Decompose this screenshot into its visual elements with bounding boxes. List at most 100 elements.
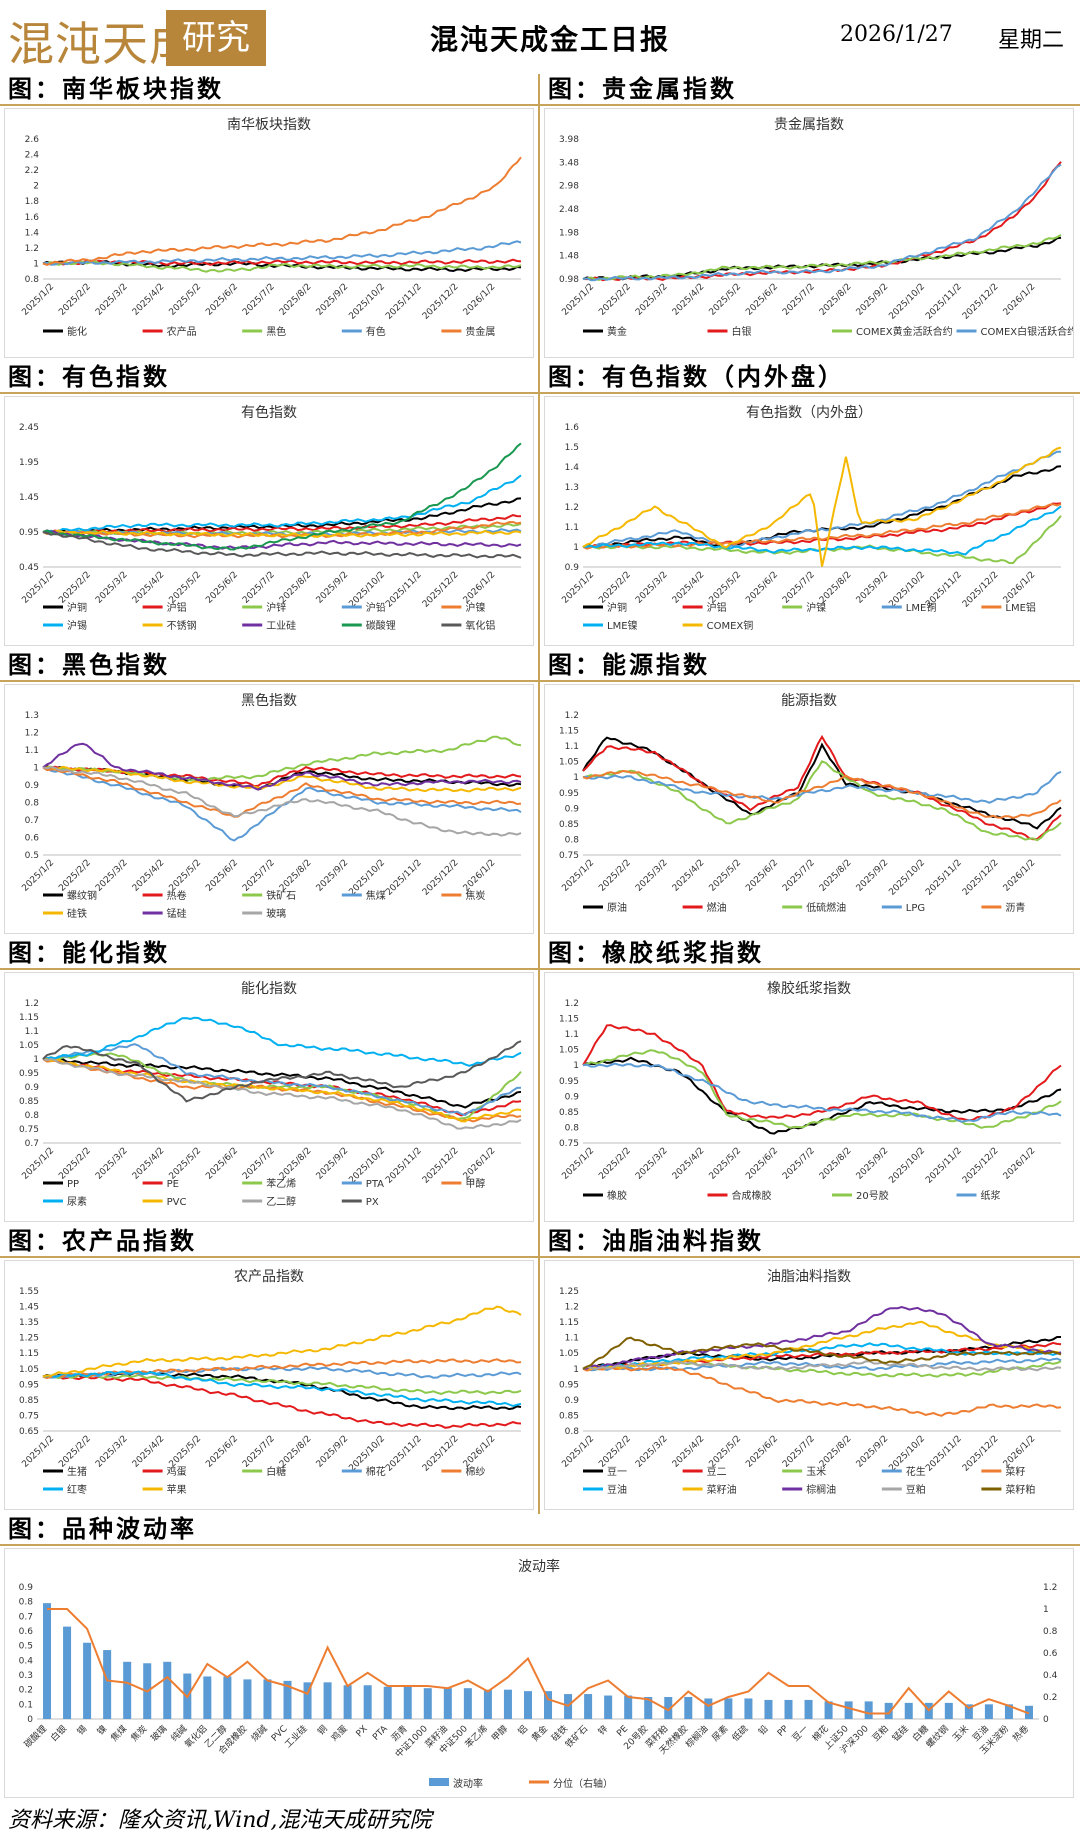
x-tick-label: 2025/5/2 xyxy=(708,570,744,606)
chart-panel-nonferrous-io: 有色指数（内外盘） 0.9 1 1.1 1.2 1.3 1.4 1.5 1.6 2025/1/2 2… xyxy=(544,396,1074,646)
category-label: 豆粕 xyxy=(870,1723,891,1744)
series-line xyxy=(582,505,1062,556)
chart-title: 油脂油料指数 xyxy=(767,1269,851,1285)
y-tick-label: 1.3 xyxy=(565,483,579,493)
section-title-chem: 图：能化指数 xyxy=(0,938,538,970)
y-tick-label: 0.4 xyxy=(19,1656,34,1666)
legend-label: 棕榈油 xyxy=(806,1483,836,1496)
section-title-ferrous: 图：黑色指数 xyxy=(0,650,538,682)
chart-panel-nonferrous: 有色指数 0.45 0.95 1.45 1.95 2.45 2025/1/2 2025/2/2… xyxy=(4,396,534,646)
legend-label: 玉米 xyxy=(806,1465,826,1478)
x-tick-label: 2025/6/2 xyxy=(744,1146,780,1182)
volatility-bar xyxy=(243,1679,252,1719)
section-title-rubber: 图：橡胶纸浆指数 xyxy=(540,938,1080,970)
volatility-bar xyxy=(123,1661,132,1719)
legend-label: 工业硅 xyxy=(266,619,296,632)
series-line xyxy=(42,765,522,788)
series-line xyxy=(582,446,1062,567)
y-tick-label: 0.7 xyxy=(19,1612,33,1622)
x-tick-label: 2026/1/2 xyxy=(462,1146,498,1182)
x-tick-label: 2025/5/2 xyxy=(168,570,204,606)
x-tick-label: 2025/9/2 xyxy=(315,1434,351,1470)
legend-label: 不锈钢 xyxy=(167,619,197,632)
x-tick-label: 2025/11/2 xyxy=(924,1434,964,1474)
x-tick-label: 2025/2/2 xyxy=(57,282,93,318)
legend-label: 沪锡 xyxy=(67,619,87,632)
y-tick-label: 0.5 xyxy=(19,1642,33,1652)
volatility-bar xyxy=(984,1704,993,1719)
series-line xyxy=(582,1056,1062,1135)
y-tick-label: 1.15 xyxy=(19,1349,39,1359)
y-tick-label: 0.9 xyxy=(565,563,580,573)
chart-title: 农产品指数 xyxy=(234,1269,304,1285)
x-tick-label: 2025/4/2 xyxy=(671,282,707,318)
legend-label: 菜籽粕 xyxy=(1005,1483,1035,1496)
volatility-bar xyxy=(864,1701,873,1719)
x-tick-label: 2025/12/2 xyxy=(421,1146,461,1186)
y-tick-label: 0.9 xyxy=(565,1396,580,1406)
volatility-bar xyxy=(323,1682,332,1719)
legend-label: 沪铅 xyxy=(366,601,386,614)
y-tick-label: 0.3 xyxy=(19,1671,33,1681)
volatility-bar xyxy=(343,1685,352,1719)
category-label: PTA xyxy=(371,1723,390,1742)
chart-title: 有色指数（内外盘） xyxy=(746,404,872,421)
chart-title: 波动率 xyxy=(518,1558,560,1575)
chart-title: 贵金属指数 xyxy=(774,117,844,133)
series-line xyxy=(582,236,1062,281)
x-tick-label: 2026/1/2 xyxy=(1002,1146,1038,1182)
chart-chem: 能化指数 0.7 0.75 0.8 0.85 0.9 0.95 1 1.05 1.1 1.15 1.2… xyxy=(19,981,522,1208)
y-tick-label: 1.1 xyxy=(565,742,579,752)
x-tick-label: 2025/6/2 xyxy=(744,858,780,894)
y-tick-label: 1.05 xyxy=(19,1041,39,1051)
y-tick-label: 0.95 xyxy=(19,528,39,538)
y2-tick-label: 0.6 xyxy=(1043,1649,1058,1659)
x-tick-label: 2025/9/2 xyxy=(855,282,891,318)
x-tick-label: 2025/6/2 xyxy=(204,1434,240,1470)
source-note: 资料来源：隆众资讯,Wind,混沌天成研究院 xyxy=(8,1808,432,1833)
volatility-bar xyxy=(844,1701,853,1719)
category-label: PE xyxy=(615,1724,630,1739)
x-tick-label: 2025/2/2 xyxy=(597,570,633,606)
volatility-bar xyxy=(363,1685,372,1719)
category-label: 工业硅 xyxy=(282,1723,310,1751)
x-tick-label: 2025/2/2 xyxy=(597,1434,633,1470)
chart-precious: 贵金属指数 0.98 1.48 1.98 2.48 2.98 3.48 3.98 2025/1/… xyxy=(559,117,1073,338)
logo-box: 研究院 xyxy=(166,10,266,114)
legend-label: 菜籽油 xyxy=(707,1483,737,1496)
x-tick-label: 2025/4/2 xyxy=(671,1146,707,1182)
series-line xyxy=(42,1016,522,1067)
legend-label: 白糖 xyxy=(266,1465,286,1478)
series-line xyxy=(42,1370,522,1408)
volatility-bar xyxy=(644,1697,653,1719)
x-tick-label: 2025/8/2 xyxy=(818,570,854,606)
y-tick-label: 1.25 xyxy=(559,1287,579,1297)
legend-label: 棉花 xyxy=(366,1465,386,1478)
legend-label: 沪铜 xyxy=(607,601,627,614)
volatility-bar xyxy=(163,1661,172,1719)
x-tick-label: 2025/3/2 xyxy=(94,1146,130,1182)
chart-title: 能源指数 xyxy=(781,693,837,709)
y-tick-label: 1 xyxy=(573,543,579,553)
y-tick-label: 1.2 xyxy=(25,244,39,254)
y-tick-label: 0.9 xyxy=(19,1583,34,1593)
series-line xyxy=(42,1056,522,1109)
x-tick-label: 2025/2/2 xyxy=(597,1146,633,1182)
series-line xyxy=(42,530,522,550)
x-tick-label: 2026/1/2 xyxy=(462,858,498,894)
x-tick-label: 2025/5/2 xyxy=(168,1434,204,1470)
y-tick-label: 0.2 xyxy=(19,1686,33,1696)
y-tick-label: 0.8 xyxy=(565,835,580,845)
volatility-bar xyxy=(463,1688,472,1719)
legend-label: 橡胶 xyxy=(607,1189,627,1202)
legend-label: LME镍 xyxy=(607,619,638,632)
x-tick-label: 2025/6/2 xyxy=(204,570,240,606)
x-tick-label: 2025/6/2 xyxy=(744,282,780,318)
category-label: 锡 xyxy=(75,1723,89,1737)
volatility-bar xyxy=(764,1699,773,1719)
category-label: 铝 xyxy=(515,1723,530,1738)
volatility-bar xyxy=(784,1699,793,1719)
x-tick-label: 2025/9/2 xyxy=(855,1146,891,1182)
chart-panel-ferrous: 黑色指数 0.5 0.6 0.7 0.8 0.9 1 1.1 1.2 1.3 2025/1/2 202… xyxy=(4,684,534,934)
category-label: 苯乙烯 xyxy=(462,1723,490,1751)
